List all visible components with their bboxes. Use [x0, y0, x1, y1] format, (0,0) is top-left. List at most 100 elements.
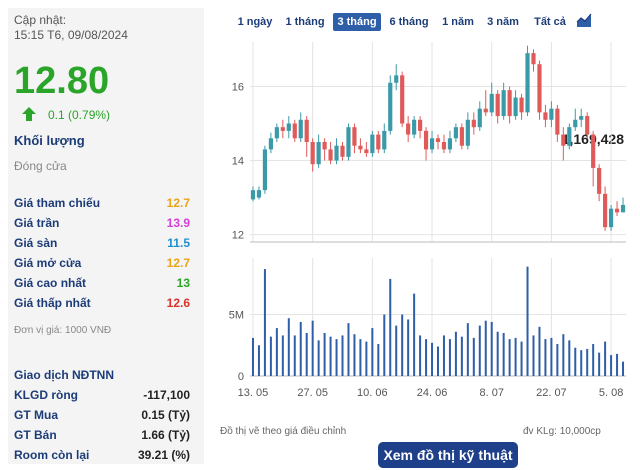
- volume-bar: [454, 331, 457, 376]
- candle-body: [489, 93, 494, 113]
- price-row-value: 13.9: [166, 216, 190, 230]
- volume-bar: [448, 339, 451, 376]
- candle-body: [471, 119, 476, 128]
- candle-body: [459, 127, 464, 146]
- volume-bar: [466, 323, 469, 376]
- volume-bar: [389, 278, 392, 376]
- candle-body: [256, 190, 262, 198]
- price-row-value: 11.5: [167, 236, 190, 250]
- updated-label: Cập nhật:: [14, 13, 67, 27]
- volume-bar: [472, 337, 475, 376]
- volume-bar: [431, 342, 434, 376]
- candle-body: [388, 82, 393, 131]
- volume-bar: [287, 318, 290, 376]
- x-tick-label: 8. 07: [479, 387, 503, 399]
- tab-all[interactable]: Tất cả: [534, 16, 566, 28]
- candle-body: [394, 75, 399, 83]
- tab-1-year[interactable]: 1 năm: [442, 16, 474, 28]
- volume-bar: [371, 328, 374, 376]
- volume-bar: [269, 336, 272, 376]
- foreign-trading-title: Giao dịch NĐTNN: [14, 368, 115, 382]
- volume-bar: [478, 325, 481, 376]
- candle-body: [495, 93, 500, 117]
- volume-label: Khối lượng: [14, 133, 85, 148]
- price-row-value: 12.7: [166, 196, 190, 210]
- candle-body: [298, 119, 303, 139]
- volume-bar: [383, 314, 386, 376]
- candle-body: [513, 97, 518, 117]
- price-row-ceiling: Giá trần 13.9: [14, 216, 190, 234]
- candle-body: [310, 142, 315, 165]
- area-chart-icon[interactable]: [576, 12, 592, 28]
- price-row-high: Giá cao nhất 13: [14, 276, 190, 294]
- volume-bar: [437, 346, 439, 376]
- volume-bar: [586, 348, 589, 376]
- candle-body: [477, 108, 482, 128]
- candle-body: [364, 149, 369, 154]
- volume-bar: [622, 361, 625, 376]
- candle-body: [268, 138, 273, 150]
- price-row-value: 12.6: [166, 296, 190, 310]
- volume-bar: [401, 314, 404, 376]
- price-row-label: Giá thấp nhất: [14, 296, 91, 310]
- price-tick-label: 12: [232, 230, 244, 242]
- candle-body: [418, 119, 423, 131]
- candle-body: [423, 130, 429, 150]
- volume-bar: [359, 339, 362, 376]
- volume-bar: [514, 337, 517, 376]
- volume-bar: [407, 319, 410, 376]
- candle-body: [340, 145, 345, 157]
- volume-bar: [329, 336, 332, 376]
- candle-body: [591, 134, 596, 168]
- x-tick-label: 10. 06: [357, 387, 388, 399]
- candle-body: [412, 119, 417, 135]
- volume-bar: [460, 336, 463, 376]
- volume-bar: [425, 339, 428, 376]
- foreign-row-label: GT Bán: [14, 428, 57, 442]
- volume-bar: [592, 344, 595, 376]
- volume-bar: [538, 326, 541, 376]
- candle-body: [346, 127, 351, 157]
- candle-body: [435, 138, 441, 142]
- x-tick-label: 13. 05: [238, 387, 269, 399]
- candle-body: [441, 142, 447, 150]
- foreign-row-value: -117,100: [143, 388, 190, 402]
- foreign-row-net-volume: KLGD ròng -117,100: [14, 388, 190, 406]
- price-row-label: Giá sàn: [14, 236, 58, 250]
- candle-body: [549, 108, 554, 120]
- candle-body: [567, 127, 572, 146]
- tab-6-months[interactable]: 6 tháng: [389, 16, 429, 28]
- price-row-open: Giá mở cửa 12.7: [14, 256, 190, 274]
- tab-3-months[interactable]: 3 tháng: [333, 13, 381, 31]
- price-volume-chart: 13. 05 27. 05 10. 06 24. 06 8. 07 22. 07 5. 08…: [229, 42, 626, 399]
- volume-bar: [353, 334, 356, 376]
- volume-bar: [257, 345, 260, 376]
- price-row-label: Giá tham chiếu: [14, 196, 101, 210]
- price-change: 0.1 (0.79%): [48, 108, 111, 122]
- foreign-row-label: KLGD ròng: [14, 388, 78, 402]
- candle-body: [292, 123, 297, 139]
- candle-body: [370, 134, 375, 154]
- volume-bar: [305, 332, 308, 376]
- candle-body: [573, 119, 578, 128]
- volume-tick-label: 5M: [229, 310, 244, 322]
- price-row-label: Giá mở cửa: [14, 256, 82, 270]
- candle-body: [328, 149, 333, 161]
- volume-bar: [413, 293, 416, 376]
- tab-1-day[interactable]: 1 ngày: [237, 16, 273, 28]
- candle-body: [334, 145, 339, 161]
- candle-body: [316, 142, 321, 165]
- tab-1-month[interactable]: 1 tháng: [285, 16, 325, 28]
- x-tick-label: 27. 05: [297, 387, 328, 399]
- updated-time: 15:15 T6, 09/08/2024: [14, 28, 128, 42]
- volume-bar: [335, 339, 338, 376]
- volume-unit-note: đv KLg: 10,000cp: [523, 426, 601, 437]
- candle-body: [608, 208, 614, 228]
- volume-bar: [556, 344, 559, 376]
- tab-3-years[interactable]: 3 năm: [487, 16, 519, 28]
- technical-chart-button[interactable]: Xem đồ thị kỹ thuật: [378, 442, 518, 468]
- price-row-low: Giá thấp nhất 12.6: [14, 296, 190, 314]
- candle-body: [543, 112, 548, 120]
- candle-body: [358, 145, 363, 150]
- candle-body: [579, 116, 584, 120]
